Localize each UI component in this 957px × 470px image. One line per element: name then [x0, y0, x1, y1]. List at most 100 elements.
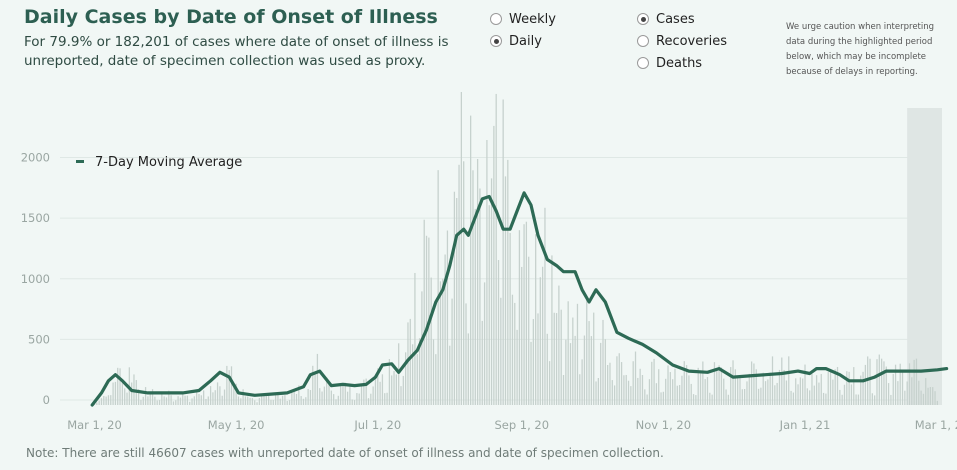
daily-bar [734, 369, 736, 405]
radio-weekly[interactable]: Weekly [490, 8, 556, 30]
daily-bar [857, 394, 860, 405]
daily-bar [739, 376, 741, 405]
daily-bar [548, 361, 551, 405]
daily-bar [604, 339, 606, 405]
daily-bar [716, 369, 718, 405]
daily-bar [184, 395, 186, 405]
daily-bar [720, 367, 723, 405]
daily-bar [704, 379, 706, 405]
daily-bar [918, 380, 920, 405]
daily-bar [653, 358, 655, 405]
radio-cases[interactable]: Cases [637, 8, 727, 30]
daily-bar [688, 375, 690, 405]
radio-daily[interactable]: Daily [490, 30, 556, 52]
daily-bar [474, 208, 476, 405]
daily-bar [674, 368, 676, 405]
daily-bar [732, 360, 734, 405]
daily-bar [449, 345, 451, 405]
daily-bar [899, 363, 901, 405]
daily-bar [774, 385, 776, 405]
daily-bar [370, 393, 372, 405]
daily-bar [804, 364, 806, 405]
daily-bar [702, 361, 704, 405]
daily-bar [158, 400, 161, 405]
daily-bar [96, 402, 98, 405]
caution-note: We urge caution when interpreting data d… [786, 22, 935, 77]
daily-bar [288, 400, 291, 405]
daily-bar [216, 382, 219, 405]
daily-bar [200, 395, 202, 405]
daily-bar [451, 298, 453, 405]
daily-bar [669, 372, 671, 405]
daily-bar [142, 396, 144, 405]
daily-bar [553, 312, 555, 405]
daily-bar [760, 387, 762, 405]
daily-bar [672, 379, 674, 405]
daily-bar [177, 396, 179, 405]
daily-bar [284, 395, 286, 405]
moving-average-series [90, 191, 949, 407]
radio-selected-icon [490, 35, 502, 47]
daily-bar [890, 394, 892, 405]
daily-bar [168, 390, 170, 405]
daily-bar [530, 341, 532, 405]
x-tick-label: Jul 1, 20 [353, 418, 401, 432]
daily-bar [460, 91, 463, 406]
daily-bar [374, 377, 377, 405]
daily-bar [268, 393, 270, 405]
daily-bar [442, 278, 444, 405]
daily-bar [834, 369, 836, 405]
frequency-radio-group: Weekly Daily [490, 8, 556, 52]
daily-bar [539, 277, 541, 405]
daily-bar [853, 367, 855, 405]
daily-bar [802, 378, 804, 405]
daily-bar [154, 396, 156, 405]
daily-bar [384, 393, 386, 405]
daily-bar [748, 373, 750, 405]
daily-bar [107, 395, 110, 405]
daily-bar [885, 366, 887, 405]
daily-bar [249, 397, 251, 405]
daily-bar [822, 392, 825, 405]
daily-bar [843, 384, 846, 405]
daily-bar [265, 393, 267, 405]
daily-bar [205, 398, 207, 405]
daily-bar [172, 401, 175, 405]
daily-bar [98, 400, 100, 405]
radio-deaths[interactable]: Deaths [637, 52, 727, 74]
daily-bar [581, 359, 583, 405]
daily-bar [871, 393, 873, 405]
daily-bar [479, 188, 481, 405]
daily-bar [783, 369, 785, 405]
daily-bar [771, 356, 774, 405]
daily-bar [662, 391, 665, 405]
daily-bar [293, 389, 295, 405]
daily-bar [797, 384, 799, 405]
daily-bar [799, 377, 802, 405]
daily-bar [541, 266, 544, 405]
daily-bar [922, 393, 925, 405]
daily-bar [335, 399, 337, 405]
daily-bar [240, 398, 242, 405]
incomplete-period-highlight [907, 108, 942, 405]
daily-bar [737, 376, 739, 405]
daily-bar [776, 382, 778, 405]
radio-recoveries[interactable]: Recoveries [637, 30, 727, 52]
daily-bar [405, 352, 407, 405]
daily-bar [611, 380, 613, 405]
daily-bar [144, 387, 147, 405]
daily-bar [326, 377, 328, 405]
daily-bar [725, 389, 727, 405]
daily-bar [579, 374, 581, 405]
daily-bar [493, 125, 495, 405]
daily-bar [344, 382, 346, 405]
daily-bar [393, 371, 395, 405]
daily-bar [476, 159, 479, 405]
daily-bar [258, 397, 260, 405]
daily-bar [367, 398, 370, 405]
daily-bar [302, 398, 305, 405]
daily-bar [744, 389, 746, 405]
daily-bar [562, 374, 565, 405]
daily-bar [600, 342, 602, 405]
daily-bar [319, 388, 321, 405]
